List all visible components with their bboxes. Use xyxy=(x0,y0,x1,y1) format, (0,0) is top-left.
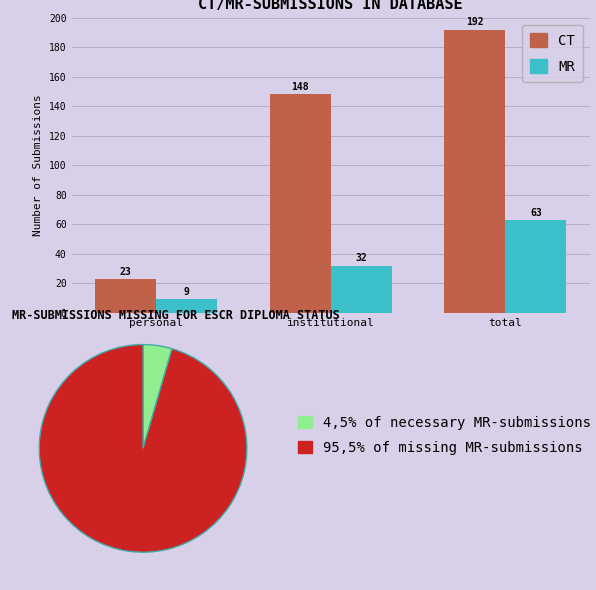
Bar xyxy=(269,94,331,313)
Legend: 4,5% of necessary MR-submissions, 95,5% of missing MR-submissions: 4,5% of necessary MR-submissions, 95,5% … xyxy=(293,410,596,461)
Bar xyxy=(95,279,156,313)
Legend: CT, MR: CT, MR xyxy=(522,25,583,82)
Title: CT/MR-SUBMISSIONS IN DATABASE: CT/MR-SUBMISSIONS IN DATABASE xyxy=(198,0,463,12)
Text: 148: 148 xyxy=(291,82,309,92)
Text: 23: 23 xyxy=(120,267,132,277)
Bar xyxy=(156,300,218,313)
Bar xyxy=(444,30,505,313)
Bar xyxy=(331,266,392,313)
Text: 32: 32 xyxy=(355,253,367,263)
Text: 63: 63 xyxy=(530,208,542,218)
Bar xyxy=(505,219,566,313)
Wedge shape xyxy=(39,345,247,552)
Text: 192: 192 xyxy=(466,17,483,27)
Wedge shape xyxy=(143,345,172,448)
Y-axis label: Number of Submissions: Number of Submissions xyxy=(33,94,44,236)
Text: MR-SUBMISSIONS MISSING FOR ESCR DIPLOMA STATUS: MR-SUBMISSIONS MISSING FOR ESCR DIPLOMA … xyxy=(12,309,340,322)
Text: 9: 9 xyxy=(184,287,190,297)
